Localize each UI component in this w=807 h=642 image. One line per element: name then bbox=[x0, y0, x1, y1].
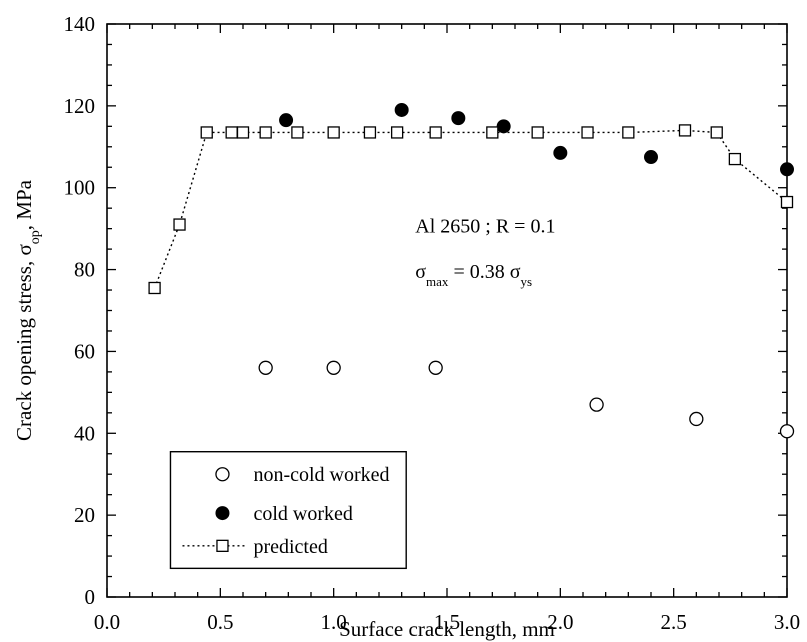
data-point bbox=[200, 126, 213, 139]
legend-box bbox=[169, 451, 407, 570]
x-tick-label: 3.0 bbox=[774, 610, 800, 634]
data-point bbox=[279, 113, 294, 128]
data-point bbox=[326, 360, 341, 375]
data-point bbox=[780, 195, 794, 209]
data-point bbox=[531, 126, 544, 139]
legend-label: non-cold worked bbox=[253, 464, 389, 486]
data-point bbox=[327, 126, 340, 139]
data-point bbox=[689, 411, 704, 427]
data-point bbox=[581, 126, 594, 139]
x-tick-label: 0.5 bbox=[207, 610, 233, 634]
data-point bbox=[496, 119, 511, 134]
legend-marker bbox=[215, 506, 230, 521]
data-point bbox=[291, 126, 304, 139]
y-tick-label: 20 bbox=[74, 503, 95, 527]
legend-marker bbox=[216, 539, 229, 552]
annotation-line-1: Al 2650 ; R = 0.1 bbox=[415, 216, 555, 238]
series-cold-worked bbox=[279, 102, 794, 177]
data-point bbox=[236, 126, 250, 139]
legend-label: predicted bbox=[253, 536, 327, 558]
x-tick-label: 0.0 bbox=[94, 610, 120, 634]
x-axis-title: Surface crack length, mm bbox=[339, 617, 555, 641]
data-point bbox=[486, 126, 499, 139]
x-tick-label: 2.5 bbox=[661, 610, 687, 634]
data-point bbox=[644, 150, 658, 165]
data-point bbox=[728, 152, 742, 166]
y-tick-label: 40 bbox=[74, 421, 95, 445]
y-tick-label: 100 bbox=[64, 176, 96, 200]
legend-label: cold worked bbox=[253, 503, 352, 525]
data-point bbox=[258, 360, 273, 375]
data-point bbox=[622, 126, 635, 139]
data-point bbox=[173, 218, 186, 231]
series-non-cold-worked bbox=[258, 360, 795, 439]
data-point bbox=[451, 111, 466, 126]
y-tick-label: 140 bbox=[64, 12, 96, 36]
legend: non-cold worked cold worked predicted bbox=[169, 451, 407, 570]
plot-area: 0.0 0.5 1.0 1.5 2.0 2.5 3.0 0 20 40 60 80 100 120 140 S… bbox=[12, 12, 800, 641]
y-tick-label: 80 bbox=[74, 258, 95, 282]
y-tick-label: 0 bbox=[85, 585, 96, 609]
data-point bbox=[710, 126, 723, 139]
y-axis-title: Crack opening stress, σop, MPa bbox=[12, 179, 43, 441]
legend-marker bbox=[215, 467, 230, 482]
data-point bbox=[259, 126, 272, 139]
data-point bbox=[394, 102, 409, 117]
y-tick-label: 60 bbox=[74, 339, 95, 363]
data-point bbox=[553, 145, 568, 160]
data-point bbox=[390, 126, 404, 139]
series-predicted bbox=[148, 124, 794, 295]
annotation-line-2: σmax = 0.38 σys bbox=[415, 261, 532, 289]
data-point bbox=[780, 162, 794, 177]
x-tick-label: 2.0 bbox=[547, 610, 573, 634]
data-point bbox=[428, 360, 443, 375]
data-point bbox=[225, 126, 238, 139]
data-point bbox=[678, 124, 692, 137]
data-point bbox=[148, 281, 161, 295]
x-tick-label: 1.0 bbox=[321, 610, 347, 634]
data-point bbox=[589, 397, 604, 412]
x-tick-label: 1.5 bbox=[434, 610, 460, 634]
data-point bbox=[363, 126, 377, 139]
data-point bbox=[779, 424, 795, 439]
y-tick-label: 120 bbox=[64, 94, 96, 118]
data-point bbox=[429, 126, 442, 139]
